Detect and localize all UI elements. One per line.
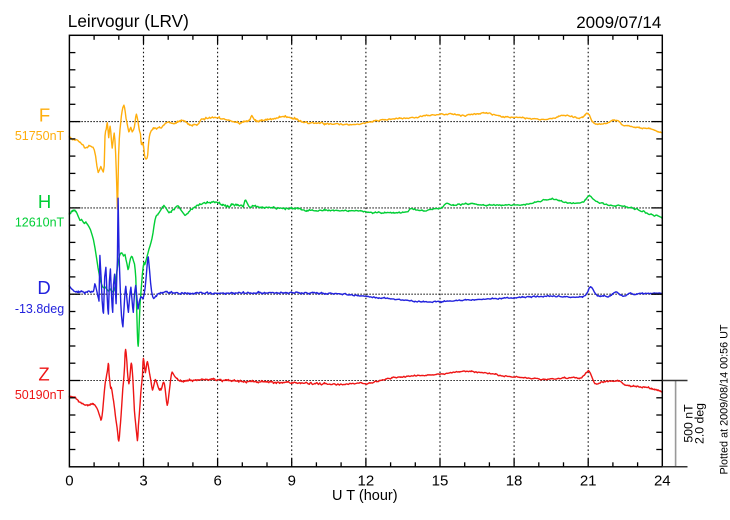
svg-text:Z: Z <box>38 364 49 385</box>
svg-text:D: D <box>37 277 50 298</box>
svg-text:F: F <box>39 105 50 126</box>
svg-text:0: 0 <box>65 473 73 490</box>
svg-text:H: H <box>38 191 51 212</box>
svg-text:-13.8deg: -13.8deg <box>15 302 64 316</box>
svg-text:15: 15 <box>432 473 449 490</box>
svg-text:50190nT: 50190nT <box>15 388 65 402</box>
svg-text:21: 21 <box>580 473 597 490</box>
svg-text:6: 6 <box>213 473 221 490</box>
svg-text:Leirvogur (LRV): Leirvogur (LRV) <box>68 11 189 31</box>
svg-text:9: 9 <box>288 473 296 490</box>
svg-text:U T (hour): U T (hour) <box>332 488 398 504</box>
svg-text:500 nT: 500 nT <box>681 404 695 443</box>
svg-text:3: 3 <box>139 473 147 490</box>
svg-text:24: 24 <box>654 473 671 490</box>
svg-text:18: 18 <box>506 473 523 490</box>
svg-text:12610nT: 12610nT <box>15 215 65 229</box>
svg-text:51750nT: 51750nT <box>15 129 65 143</box>
svg-text:2.0 deg: 2.0 deg <box>693 403 707 444</box>
svg-text:Plotted at 2009/08/14 00:56 UT: Plotted at 2009/08/14 00:56 UT <box>718 324 730 474</box>
svg-text:12: 12 <box>358 473 375 490</box>
svg-text:2009/07/14: 2009/07/14 <box>576 13 661 32</box>
